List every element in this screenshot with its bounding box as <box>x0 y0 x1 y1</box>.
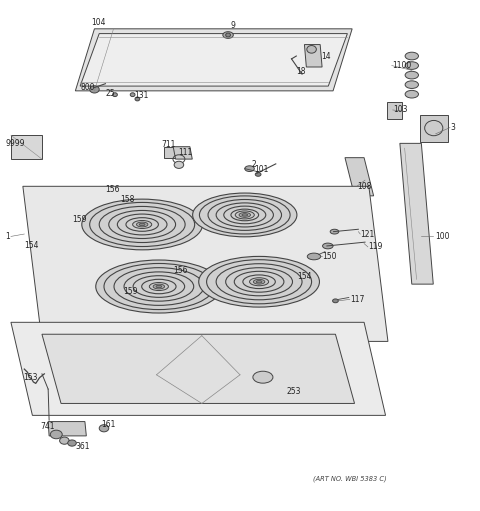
Text: 156: 156 <box>173 266 188 275</box>
Ellipse shape <box>253 280 265 284</box>
Text: 150: 150 <box>322 252 336 261</box>
Polygon shape <box>80 34 348 86</box>
Ellipse shape <box>113 93 117 97</box>
Ellipse shape <box>139 223 145 226</box>
Ellipse shape <box>199 257 320 307</box>
Ellipse shape <box>192 193 297 237</box>
Ellipse shape <box>60 437 69 444</box>
Polygon shape <box>48 422 86 436</box>
Ellipse shape <box>235 211 254 219</box>
Ellipse shape <box>153 284 165 289</box>
Polygon shape <box>23 187 388 341</box>
Text: 158: 158 <box>120 195 134 204</box>
Polygon shape <box>164 147 179 158</box>
Text: 9: 9 <box>230 21 235 30</box>
Text: 111: 111 <box>178 148 192 157</box>
Ellipse shape <box>323 243 333 249</box>
Ellipse shape <box>96 260 222 313</box>
Text: 18: 18 <box>296 67 306 76</box>
Text: 161: 161 <box>102 421 116 429</box>
Text: 154: 154 <box>24 241 39 249</box>
Text: 153: 153 <box>23 373 37 382</box>
Polygon shape <box>400 144 433 284</box>
Text: 121: 121 <box>360 229 374 239</box>
Ellipse shape <box>307 253 321 260</box>
Text: 9999: 9999 <box>5 139 24 148</box>
Ellipse shape <box>307 45 316 53</box>
Ellipse shape <box>132 220 152 228</box>
Text: (ART NO. WBI 5383 C): (ART NO. WBI 5383 C) <box>313 476 386 482</box>
Text: 1: 1 <box>5 232 10 241</box>
Text: 741: 741 <box>40 422 55 431</box>
Text: 117: 117 <box>350 295 364 304</box>
Text: 101: 101 <box>254 165 269 174</box>
Text: 2: 2 <box>252 160 257 169</box>
Ellipse shape <box>245 166 254 172</box>
Text: 14: 14 <box>321 52 331 60</box>
Ellipse shape <box>239 213 251 217</box>
Text: 711: 711 <box>161 141 176 149</box>
Text: 25: 25 <box>106 89 115 98</box>
Ellipse shape <box>255 173 261 176</box>
Ellipse shape <box>250 278 269 286</box>
Polygon shape <box>11 135 42 159</box>
Ellipse shape <box>156 285 162 288</box>
Ellipse shape <box>330 229 339 234</box>
Ellipse shape <box>226 33 230 37</box>
Polygon shape <box>75 29 352 91</box>
Polygon shape <box>304 44 322 67</box>
Polygon shape <box>420 114 447 142</box>
Polygon shape <box>173 147 192 159</box>
Ellipse shape <box>256 281 262 283</box>
Ellipse shape <box>405 62 419 69</box>
Text: 104: 104 <box>91 18 106 27</box>
Text: 253: 253 <box>287 387 301 396</box>
Text: 131: 131 <box>134 91 148 100</box>
Ellipse shape <box>405 52 419 60</box>
Text: 800: 800 <box>80 83 95 92</box>
Ellipse shape <box>130 93 135 97</box>
Ellipse shape <box>174 161 184 169</box>
Text: 108: 108 <box>357 182 372 191</box>
Text: 159: 159 <box>123 287 138 296</box>
Ellipse shape <box>68 440 76 446</box>
Text: 100: 100 <box>435 232 449 241</box>
Polygon shape <box>387 102 402 120</box>
Text: 154: 154 <box>297 272 312 282</box>
Ellipse shape <box>242 214 248 216</box>
Text: 1100: 1100 <box>392 61 411 70</box>
Text: 361: 361 <box>75 442 90 451</box>
Text: 3: 3 <box>450 123 455 132</box>
Ellipse shape <box>405 72 419 79</box>
Ellipse shape <box>135 97 140 101</box>
Ellipse shape <box>136 222 148 227</box>
Ellipse shape <box>253 371 273 383</box>
Ellipse shape <box>405 90 419 98</box>
Ellipse shape <box>149 283 168 291</box>
Ellipse shape <box>90 86 99 93</box>
Ellipse shape <box>223 32 233 38</box>
Ellipse shape <box>99 425 109 432</box>
Ellipse shape <box>82 199 203 250</box>
Text: 156: 156 <box>106 185 120 194</box>
Text: 159: 159 <box>72 215 86 224</box>
Ellipse shape <box>333 299 338 303</box>
Polygon shape <box>11 322 385 415</box>
Polygon shape <box>345 158 373 196</box>
Text: 103: 103 <box>393 105 407 114</box>
Text: 119: 119 <box>368 242 382 251</box>
Ellipse shape <box>50 430 62 439</box>
Ellipse shape <box>405 81 419 88</box>
Polygon shape <box>42 334 355 404</box>
